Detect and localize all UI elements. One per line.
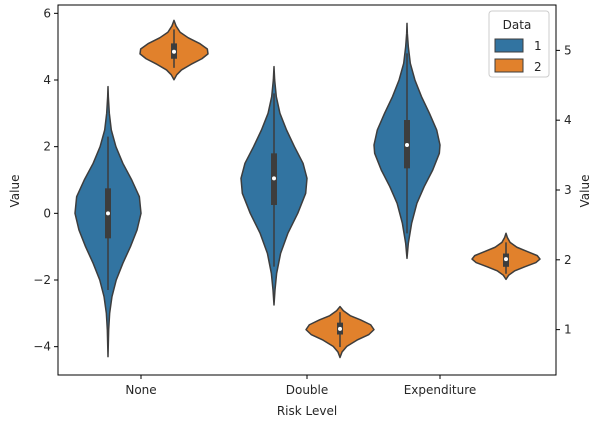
violin-median-point: [338, 326, 342, 331]
right-y-tick-label: 2: [564, 253, 572, 267]
violins-layer: [74, 19, 541, 359]
left-y-tick-label: 2: [43, 140, 51, 154]
violin-series-2-double: [305, 305, 375, 359]
left-y-tick-label: 6: [43, 6, 51, 20]
left-y-tick-label: 0: [43, 206, 51, 220]
right-y-tick-label: 1: [564, 323, 572, 337]
legend-label-series-2: 2: [534, 60, 542, 74]
violin-series-2-expenditure: [471, 232, 541, 281]
left-y-axis-label: Value: [8, 175, 22, 208]
violin-median-point: [172, 49, 176, 54]
right-y-axis: 1 2 3 4 5: [556, 43, 572, 337]
x-axis-label: Risk Level: [277, 404, 337, 418]
violin-median-point: [504, 257, 508, 262]
right-y-tick-label: 3: [564, 183, 572, 197]
violin-median-point: [106, 211, 110, 216]
violin-series-1-expenditure: [373, 22, 441, 260]
violin-series-1-double: [240, 65, 308, 306]
x-axis: None Double Expenditure: [125, 375, 476, 397]
legend-title: Data: [503, 18, 532, 32]
left-y-tick-label: 4: [43, 73, 51, 87]
legend: Data 1 2: [488, 10, 550, 78]
right-y-tick-label: 4: [564, 113, 572, 127]
violin-median-point: [272, 176, 276, 181]
legend-swatch-series-1: [494, 38, 524, 53]
legend-swatch-series-2: [494, 58, 524, 73]
left-y-axis: −4 −2 0 2 4 6: [33, 6, 58, 354]
x-tick-label: Double: [286, 383, 329, 397]
left-y-tick-label: −4: [33, 340, 51, 354]
x-tick-label: Expenditure: [404, 383, 477, 397]
violin-series-1-none: [74, 85, 142, 358]
right-y-axis-label: Value: [578, 175, 592, 208]
violin-median-point: [405, 143, 409, 147]
violin-series-2-none: [139, 19, 209, 81]
legend-label-series-1: 1: [534, 39, 542, 53]
right-y-tick-label: 5: [564, 43, 572, 57]
x-tick-label: None: [125, 383, 156, 397]
left-y-tick-label: −2: [33, 273, 51, 287]
